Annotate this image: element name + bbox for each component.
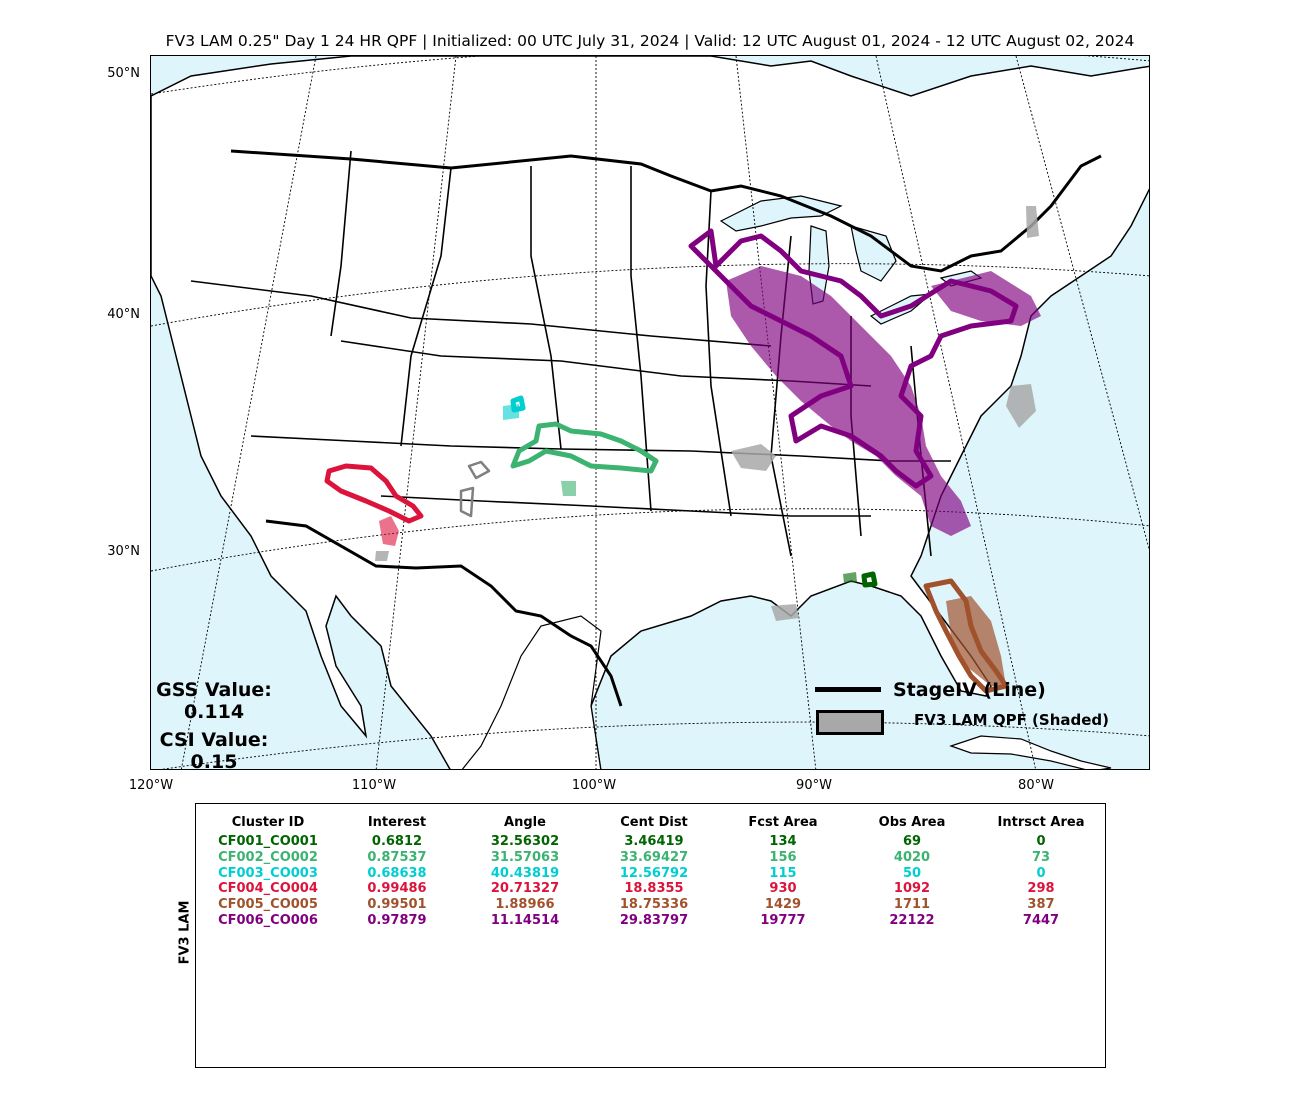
mexico-landmass [461, 615, 602, 769]
lat-label-50n: 50°N [107, 66, 140, 81]
table-cell: 115 [769, 865, 797, 881]
table-header-interest: Interest [367, 815, 427, 830]
fcst-area-cf003 [503, 404, 519, 420]
table-cell: 0.99501 [367, 897, 427, 913]
table-cell: 32.56302 [490, 834, 560, 849]
table-header-obs-area: Obs Area [878, 815, 946, 830]
table-cell: 11.14514 [490, 913, 560, 928]
lon-label-90w: 90°W [796, 778, 832, 793]
table-side-label: FV3 LAM [177, 900, 193, 965]
legend-shade-swatch [816, 710, 884, 735]
table-cell: 0 [1036, 834, 1046, 849]
table-header-intrsct-area: Intrsct Area [997, 815, 1085, 830]
table-cell: 0.97879 [367, 913, 427, 928]
obs-contour-cf002 [510, 421, 659, 474]
table-cell: 1711 [893, 897, 931, 913]
table-cell: 0.87537 [367, 849, 427, 865]
lon-label-100w: 100°W [571, 778, 617, 793]
table-cell: 0.6812 [371, 834, 423, 849]
land-mass [151, 56, 1149, 769]
table-header-cent-dist: Cent Dist [620, 815, 688, 830]
table-cell: 1429 [764, 897, 802, 913]
graticule [151, 56, 1149, 769]
cuba [949, 735, 1112, 769]
table-cell: 7447 [1022, 913, 1060, 928]
table-cell: 40.43819 [490, 865, 560, 881]
lat-label-40n: 40°N [107, 307, 140, 322]
cluster-table-panel [195, 803, 1106, 1068]
table-cell: CF001_CO001 [218, 834, 318, 849]
table-header-fcst-area: Fcst Area [748, 815, 818, 830]
obs-contour-cf005 [923, 578, 1009, 694]
table-cell: 298 [1027, 881, 1055, 897]
legend-line-swatch [815, 687, 881, 692]
lake-superior [719, 195, 843, 232]
map-canvas [151, 56, 1149, 769]
table-header-cluster-id: Cluster ID [231, 815, 305, 830]
table-cell: 29.83797 [619, 913, 689, 928]
table-header-angle: Angle [504, 815, 546, 830]
obs-contour-cf006 [688, 228, 1019, 489]
lake-huron [850, 225, 897, 282]
table-cell: 1092 [893, 881, 931, 897]
table-cell: 930 [769, 881, 797, 897]
lon-label-120w: 120°W [128, 778, 174, 793]
table-cell: 4020 [893, 849, 931, 865]
table-cell: 73 [1031, 849, 1051, 865]
table-cell: CF003_CO003 [218, 865, 318, 881]
obs-contour-cf001 [861, 571, 878, 588]
fcst-area-cf004 [379, 516, 399, 546]
table-cell: 18.8355 [624, 881, 684, 897]
table-cell: CF004_CO004 [218, 881, 318, 897]
table-cell: 50 [902, 865, 922, 881]
gss-value: 0.114 [183, 701, 245, 723]
obs-contours [324, 228, 1019, 694]
lon-label-110w: 110°W [351, 778, 397, 793]
table-cell: 0.99486 [367, 881, 427, 897]
table-cell: 156 [769, 849, 797, 865]
state-lines [190, 150, 951, 557]
table-cell: 1.88966 [495, 897, 555, 913]
gss-score: GSS Value: 0.114 [144, 679, 284, 723]
table-cell: 22122 [889, 913, 935, 928]
gss-label: GSS Value: [156, 679, 272, 701]
csi-label: CSI Value: [159, 729, 269, 751]
table-cell: 0.68638 [367, 865, 427, 881]
map-title: FV3 LAM 0.25" Day 1 24 HR QPF | Initiali… [165, 32, 1135, 50]
csi-value: 0.15 [190, 751, 238, 773]
table-cell: 134 [769, 834, 797, 849]
csi-score: CSI Value: 0.15 [144, 729, 284, 773]
legend-line-label: StageIV (Line) [893, 679, 1046, 701]
table-cell: CF002_CO002 [218, 849, 318, 865]
table-cell: CF005_CO005 [218, 897, 318, 913]
lat-label-30n: 30°N [107, 544, 140, 559]
table-cell: 387 [1027, 897, 1055, 913]
obs-contour-cf003 [510, 395, 526, 413]
precip-map [150, 55, 1150, 770]
table-cell: 69 [902, 834, 922, 849]
table-cell: 12.56792 [619, 865, 689, 881]
fcst-area-cf006 [726, 266, 971, 536]
table-cell: CF006_CO006 [218, 913, 318, 928]
lon-label-80w: 80°W [1018, 778, 1054, 793]
table-cell: 31.57063 [490, 849, 560, 865]
obs-contour-cf004 [324, 463, 424, 524]
table-cell: 3.46419 [624, 834, 684, 849]
table-cell: 33.69427 [619, 849, 689, 865]
legend-shade-label: FV3 LAM QPF (Shaded) [914, 711, 1110, 729]
table-cell: 19777 [760, 913, 806, 928]
fcst-area-cf001 [843, 572, 857, 583]
fcst-area-cf002 [561, 481, 576, 496]
table-cell: 20.71327 [490, 881, 560, 897]
us-mexico-border [265, 519, 623, 707]
table-cell: 18.75336 [619, 897, 689, 913]
obs-contour-gray [459, 460, 491, 518]
table-cell: 0 [1036, 865, 1046, 881]
